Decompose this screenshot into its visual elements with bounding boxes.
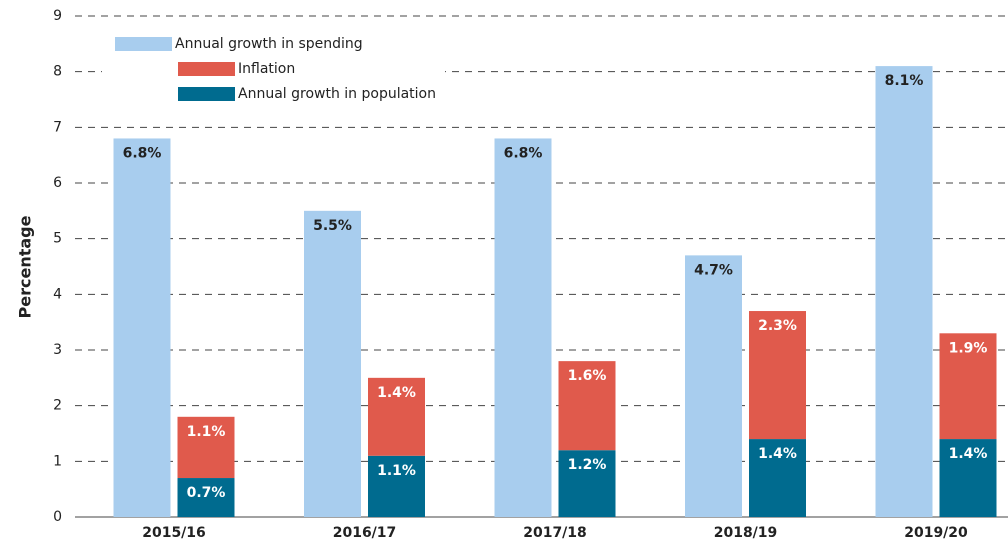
data-label: 1.4% — [758, 446, 797, 462]
data-label: 6.8% — [504, 145, 543, 161]
bar — [368, 455, 425, 517]
y-tick-label: 0 — [53, 509, 62, 525]
legend-swatch — [178, 62, 235, 76]
data-label: 1.1% — [377, 463, 416, 479]
data-label: 5.5% — [313, 218, 352, 234]
data-label: 0.7% — [187, 485, 226, 501]
bar — [113, 138, 171, 517]
y-axis-label: Percentage — [16, 215, 35, 318]
legend-label: Inflation — [238, 61, 295, 77]
bar — [749, 439, 806, 517]
bar — [558, 361, 616, 451]
legend-swatch — [115, 37, 172, 51]
y-tick-label: 1 — [53, 453, 62, 469]
data-label: 1.4% — [377, 385, 416, 401]
bar — [177, 416, 235, 479]
y-tick-label: 8 — [53, 64, 62, 80]
bar — [939, 333, 997, 440]
bar — [685, 255, 742, 517]
bar — [177, 478, 235, 517]
bar — [749, 311, 806, 440]
y-tick-label: 5 — [53, 231, 62, 247]
x-tick-label: 2015/16 — [142, 525, 206, 541]
bar — [494, 138, 552, 517]
data-label: 1.6% — [568, 368, 607, 384]
x-tick-label: 2019/20 — [904, 525, 968, 541]
bar — [368, 377, 425, 456]
y-tick-label: 9 — [53, 8, 62, 24]
data-label: 1.1% — [187, 424, 226, 440]
data-label: 6.8% — [123, 145, 162, 161]
data-label: 8.1% — [885, 73, 924, 89]
legend-label: Annual growth in spending — [175, 36, 363, 52]
bar — [939, 439, 997, 517]
x-tick-label: 2018/19 — [714, 525, 778, 541]
x-tick-label: 2017/18 — [523, 525, 587, 541]
data-label: 1.2% — [568, 457, 607, 473]
data-label: 1.4% — [949, 446, 988, 462]
legend-label: Annual growth in population — [238, 86, 436, 102]
bar — [304, 210, 361, 518]
legend-swatch — [178, 87, 235, 101]
y-tick-label: 7 — [53, 119, 62, 135]
data-label: 2.3% — [758, 318, 797, 334]
data-label: 1.9% — [949, 340, 988, 356]
x-tick-label: 2016/17 — [333, 525, 397, 541]
bar — [558, 450, 616, 517]
data-label: 4.7% — [694, 262, 733, 278]
bar — [875, 66, 933, 517]
y-tick-label: 2 — [53, 398, 62, 414]
y-tick-label: 3 — [53, 342, 62, 358]
y-tick-label: 4 — [53, 286, 62, 302]
y-tick-label: 6 — [53, 175, 62, 191]
